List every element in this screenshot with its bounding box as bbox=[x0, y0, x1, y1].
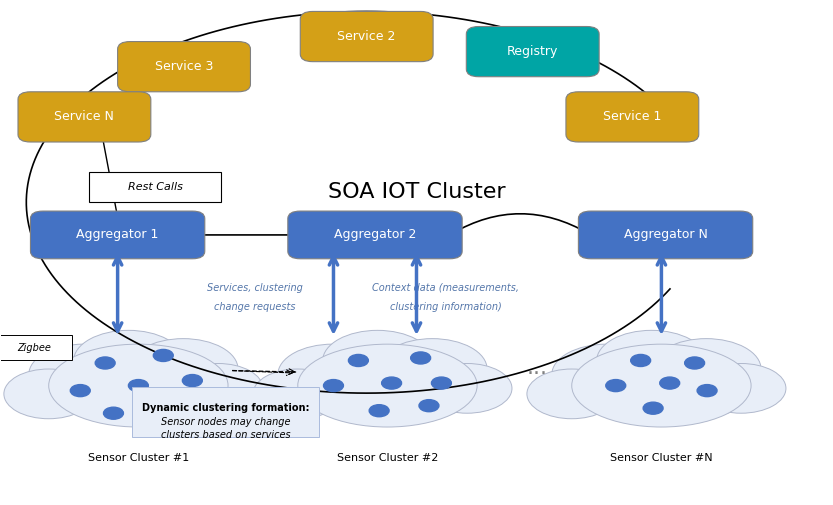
FancyBboxPatch shape bbox=[566, 92, 699, 142]
FancyBboxPatch shape bbox=[31, 211, 205, 259]
Text: clusters based on services: clusters based on services bbox=[161, 430, 291, 440]
Text: Context data (measurements,: Context data (measurements, bbox=[372, 283, 519, 292]
FancyBboxPatch shape bbox=[300, 12, 433, 62]
Ellipse shape bbox=[29, 344, 138, 405]
Text: Aggregator N: Aggregator N bbox=[624, 228, 707, 241]
Text: Aggregator 1: Aggregator 1 bbox=[77, 228, 159, 241]
Text: SOA IOT Cluster: SOA IOT Cluster bbox=[327, 182, 506, 202]
FancyBboxPatch shape bbox=[88, 172, 222, 203]
Ellipse shape bbox=[39, 355, 238, 422]
Ellipse shape bbox=[551, 344, 661, 405]
Ellipse shape bbox=[73, 330, 183, 391]
Ellipse shape bbox=[696, 364, 786, 413]
Text: Service 3: Service 3 bbox=[155, 60, 213, 73]
Ellipse shape bbox=[278, 344, 387, 405]
Circle shape bbox=[182, 375, 202, 387]
Text: Sensor nodes may change: Sensor nodes may change bbox=[161, 417, 290, 427]
FancyBboxPatch shape bbox=[18, 92, 151, 142]
Circle shape bbox=[631, 355, 651, 367]
Text: Service 2: Service 2 bbox=[337, 30, 396, 43]
Ellipse shape bbox=[527, 369, 616, 419]
Text: Services, clustering: Services, clustering bbox=[207, 283, 302, 292]
Text: Rest Calls: Rest Calls bbox=[127, 182, 182, 192]
Circle shape bbox=[411, 352, 431, 364]
Text: Zigbee: Zigbee bbox=[17, 343, 52, 353]
Text: Sensor Cluster #N: Sensor Cluster #N bbox=[610, 453, 713, 464]
FancyBboxPatch shape bbox=[0, 335, 72, 361]
Ellipse shape bbox=[561, 355, 761, 422]
FancyBboxPatch shape bbox=[132, 387, 319, 437]
Text: Dynamic clustering formation:: Dynamic clustering formation: bbox=[142, 403, 309, 413]
Circle shape bbox=[128, 380, 148, 391]
Ellipse shape bbox=[253, 369, 342, 419]
Circle shape bbox=[660, 377, 680, 389]
Text: Service N: Service N bbox=[54, 111, 114, 123]
Circle shape bbox=[95, 357, 115, 369]
Ellipse shape bbox=[288, 355, 487, 422]
Circle shape bbox=[348, 355, 368, 367]
Circle shape bbox=[697, 385, 717, 396]
Ellipse shape bbox=[297, 344, 477, 427]
Ellipse shape bbox=[48, 344, 228, 427]
Ellipse shape bbox=[128, 339, 238, 399]
FancyBboxPatch shape bbox=[288, 211, 462, 259]
Text: Registry: Registry bbox=[507, 45, 558, 58]
Circle shape bbox=[174, 399, 194, 412]
Circle shape bbox=[369, 405, 389, 417]
Text: Service 1: Service 1 bbox=[603, 111, 661, 123]
FancyBboxPatch shape bbox=[466, 26, 599, 77]
Circle shape bbox=[643, 402, 663, 414]
Circle shape bbox=[419, 399, 439, 412]
Text: change requests: change requests bbox=[214, 301, 296, 312]
Circle shape bbox=[70, 385, 90, 396]
Ellipse shape bbox=[596, 330, 706, 391]
Ellipse shape bbox=[422, 364, 512, 413]
FancyBboxPatch shape bbox=[578, 211, 753, 259]
Text: Sensor Cluster #2: Sensor Cluster #2 bbox=[337, 453, 438, 464]
Text: Sensor Cluster #1: Sensor Cluster #1 bbox=[87, 453, 189, 464]
Ellipse shape bbox=[173, 364, 263, 413]
Circle shape bbox=[431, 377, 451, 389]
Circle shape bbox=[103, 407, 123, 419]
Circle shape bbox=[323, 380, 343, 391]
Ellipse shape bbox=[4, 369, 93, 419]
Circle shape bbox=[606, 380, 626, 391]
Circle shape bbox=[685, 357, 705, 369]
Ellipse shape bbox=[322, 330, 432, 391]
Text: clustering information): clustering information) bbox=[390, 301, 501, 312]
Ellipse shape bbox=[377, 339, 487, 399]
Circle shape bbox=[382, 377, 402, 389]
Ellipse shape bbox=[651, 339, 761, 399]
Ellipse shape bbox=[571, 344, 751, 427]
Text: Aggregator 2: Aggregator 2 bbox=[334, 228, 416, 241]
Circle shape bbox=[153, 349, 173, 362]
FancyBboxPatch shape bbox=[117, 41, 251, 92]
Text: ...: ... bbox=[526, 358, 547, 378]
